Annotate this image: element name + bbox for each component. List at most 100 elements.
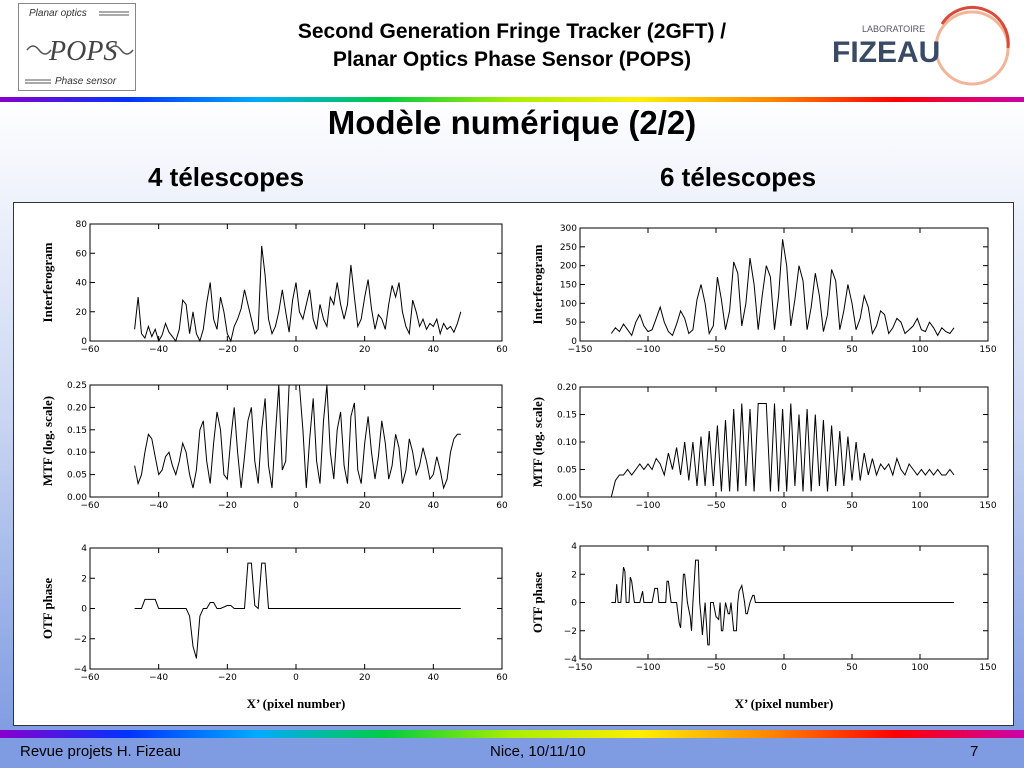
y-tick-label: 150 <box>560 281 577 291</box>
chart-interf-4: −60 −40 −20 0 20 40 60 0 20 40 60 80 Interferogram <box>40 220 508 355</box>
y-axis-label: MTF (log. scale) <box>530 397 545 487</box>
y-tick-label: 0.10 <box>67 448 87 458</box>
y-tick-label: 80 <box>76 220 88 230</box>
x-tick-label: 40 <box>428 345 440 355</box>
x-tick-label: −150 <box>568 663 593 673</box>
y-tick-label: 0 <box>571 599 577 609</box>
y-tick-label: 0.05 <box>557 466 577 476</box>
fizeau-logo-big: FIZEAU <box>832 36 940 69</box>
x-tick-label: 20 <box>359 501 371 511</box>
x-tick-label: 60 <box>496 501 508 511</box>
x-tick-label: −20 <box>218 673 237 683</box>
x-tick-label: 20 <box>359 673 371 683</box>
x-tick-label: −40 <box>149 673 168 683</box>
x-tick-label: 0 <box>781 501 787 511</box>
x-tick-label: 100 <box>911 345 928 355</box>
footer-center: Nice, 10/11/10 <box>490 743 586 760</box>
main-title-line2: Planar Optics Phase Sensor (POPS) <box>332 48 692 71</box>
pops-logo-top: Planar optics <box>29 8 87 19</box>
y-tick-label: 200 <box>560 262 577 272</box>
y-tick-label: 250 <box>560 243 577 253</box>
pops-logo-graphic: Planar optics POPS Phase sensor <box>25 8 134 87</box>
x-tick-label: 150 <box>979 345 996 355</box>
fizeau-logo-graphic: LABORATOIRE FIZEAU <box>832 6 1010 86</box>
x-tick-label: 100 <box>911 663 928 673</box>
y-tick-label: −4 <box>564 655 578 665</box>
y-tick-label: 0.10 <box>557 438 577 448</box>
y-tick-label: 20 <box>76 308 88 318</box>
x-tick-label: 0 <box>293 345 299 355</box>
x-tick-label: 150 <box>979 663 996 673</box>
x-tick-label: −100 <box>636 663 661 673</box>
x-tick-label: 60 <box>496 673 508 683</box>
rainbow-divider-bottom <box>0 730 1024 738</box>
x-tick-label: −150 <box>568 501 593 511</box>
header: Planar optics POPS Phase sensor Second G… <box>0 0 1024 98</box>
chart-phase-6: −150 −100 −50 0 50 100 150 −4 −2 0 2 4 OTF phase X’ (… <box>530 542 997 711</box>
y-tick-label: 50 <box>566 318 578 328</box>
y-tick-label: 0.15 <box>557 411 577 421</box>
x-tick-label: −100 <box>636 501 661 511</box>
plot-frame <box>579 227 989 342</box>
pops-logo-mid: POPS <box>48 36 117 67</box>
x-tick-label: −40 <box>149 345 168 355</box>
y-tick-label: 300 <box>560 224 577 234</box>
y-tick-label: 100 <box>560 299 577 309</box>
y-tick-label: 0.00 <box>557 493 577 503</box>
y-axis-label: OTF phase <box>40 578 55 640</box>
x-tick-label: 40 <box>428 501 440 511</box>
y-tick-label: 0 <box>571 337 577 347</box>
column-title-left: 4 télescopes <box>148 162 305 192</box>
series-line-mtf-4 <box>134 384 461 490</box>
y-tick-label: 0.25 <box>67 381 87 391</box>
y-tick-label: 0.05 <box>67 471 87 481</box>
y-tick-label: 0.20 <box>67 403 87 413</box>
x-tick-label: 0 <box>293 501 299 511</box>
y-axis-label: Interferogram <box>530 244 545 324</box>
y-tick-label: 4 <box>81 544 87 554</box>
rainbow-divider-top <box>0 97 1024 102</box>
footer-left: Revue projets H. Fizeau <box>20 743 181 760</box>
x-tick-label: 60 <box>496 345 508 355</box>
y-tick-label: 0.15 <box>67 426 87 436</box>
chart-mtf-6: −150 −100 −50 0 50 100 150 0.00 0.05 0.10 0.15 0.20… <box>530 383 997 511</box>
x-tick-label: 50 <box>846 663 858 673</box>
x-tick-label: 0 <box>781 663 787 673</box>
fizeau-logo-small: LABORATOIRE <box>862 24 925 34</box>
y-axis-label: OTF phase <box>530 572 545 634</box>
x-tick-label: −20 <box>218 501 237 511</box>
x-axis-label: X’ (pixel number) <box>247 696 346 711</box>
column-title-right: 6 télescopes <box>660 162 817 192</box>
x-tick-label: 100 <box>911 501 928 511</box>
y-tick-label: 2 <box>81 574 87 584</box>
x-tick-label: −60 <box>81 501 100 511</box>
y-axis-label: MTF (log. scale) <box>40 396 55 486</box>
x-tick-label: 20 <box>359 345 371 355</box>
y-tick-label: 0.20 <box>557 383 577 393</box>
x-tick-label: −150 <box>568 345 593 355</box>
y-tick-label: −4 <box>74 665 88 675</box>
y-tick-label: 0 <box>81 605 87 615</box>
x-tick-label: 0 <box>781 345 787 355</box>
pops-logo: Planar optics POPS Phase sensor <box>18 3 136 91</box>
chart-interf-6: −150 −100 −50 0 50 100 150 0 50 100 150 200 250 300 In… <box>530 224 997 355</box>
x-tick-label: −100 <box>636 345 661 355</box>
x-tick-label: 50 <box>846 345 858 355</box>
x-tick-label: 50 <box>846 501 858 511</box>
y-tick-label: 40 <box>76 279 88 289</box>
x-tick-label: −50 <box>707 345 726 355</box>
footer-right: 7 <box>970 743 979 760</box>
y-tick-label: 2 <box>571 570 577 580</box>
series-line-mtf-6 <box>610 403 955 498</box>
y-tick-label: 60 <box>76 249 88 259</box>
x-tick-label: 0 <box>293 673 299 683</box>
x-tick-label: −60 <box>81 673 100 683</box>
x-tick-label: −50 <box>707 501 726 511</box>
x-axis-label: X’ (pixel number) <box>735 696 834 711</box>
slide-title: Modèle numérique (2/2) <box>327 104 697 141</box>
y-tick-label: −2 <box>564 627 577 637</box>
x-tick-label: −50 <box>707 663 726 673</box>
series-line-phase-4 <box>134 562 461 659</box>
x-tick-label: 150 <box>979 501 996 511</box>
